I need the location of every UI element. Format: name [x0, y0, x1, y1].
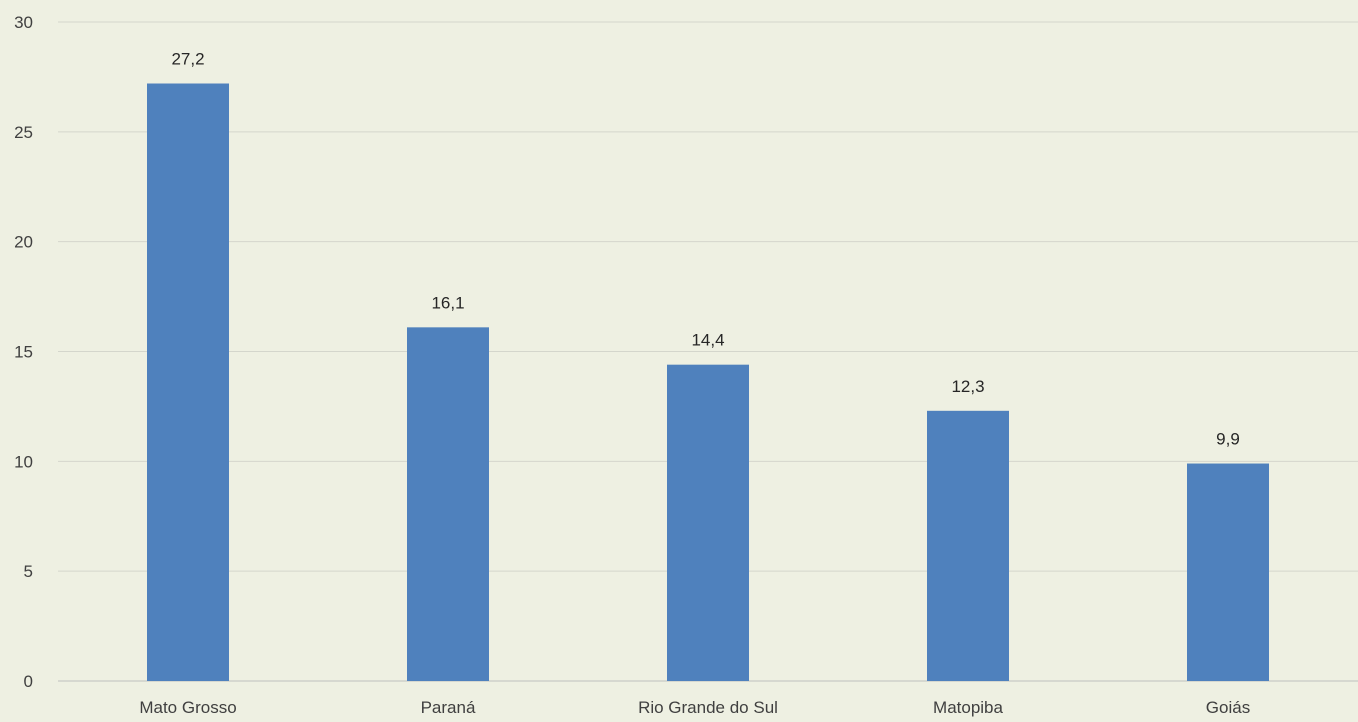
- bar-value-label: 14,4: [691, 331, 724, 350]
- y-tick-label: 10: [14, 452, 33, 471]
- category-label: Paraná: [421, 698, 476, 717]
- bars: [147, 83, 1269, 682]
- bar: [1187, 463, 1269, 681]
- bar-value-label: 27,2: [171, 50, 204, 69]
- x-axis-category-labels: Mato Grosso Paraná Rio Grande do Sul Matopi…: [139, 698, 1250, 717]
- bar: [667, 364, 749, 681]
- y-tick-label: 20: [14, 233, 33, 252]
- data-labels: 27,2 16,1 14,4 12,3 9,9: [171, 50, 1239, 449]
- category-label: Rio Grande do Sul: [638, 698, 778, 717]
- category-label: Matopiba: [933, 698, 1003, 717]
- bar: [407, 327, 489, 681]
- bar-value-label: 16,1: [431, 293, 464, 312]
- bar: [147, 83, 229, 682]
- y-tick-label: 5: [24, 562, 33, 581]
- y-tick-label: 0: [24, 672, 33, 691]
- bar-value-label: 9,9: [1216, 430, 1240, 449]
- y-tick-label: 15: [14, 343, 33, 362]
- y-tick-label: 30: [14, 13, 33, 32]
- category-label: Goiás: [1206, 698, 1250, 717]
- y-tick-label: 25: [14, 123, 33, 142]
- y-axis-tick-labels: 0 5 10 15 20 25 30: [14, 13, 33, 691]
- bar-value-label: 12,3: [951, 377, 984, 396]
- category-label: Mato Grosso: [139, 698, 236, 717]
- bar: [927, 410, 1009, 681]
